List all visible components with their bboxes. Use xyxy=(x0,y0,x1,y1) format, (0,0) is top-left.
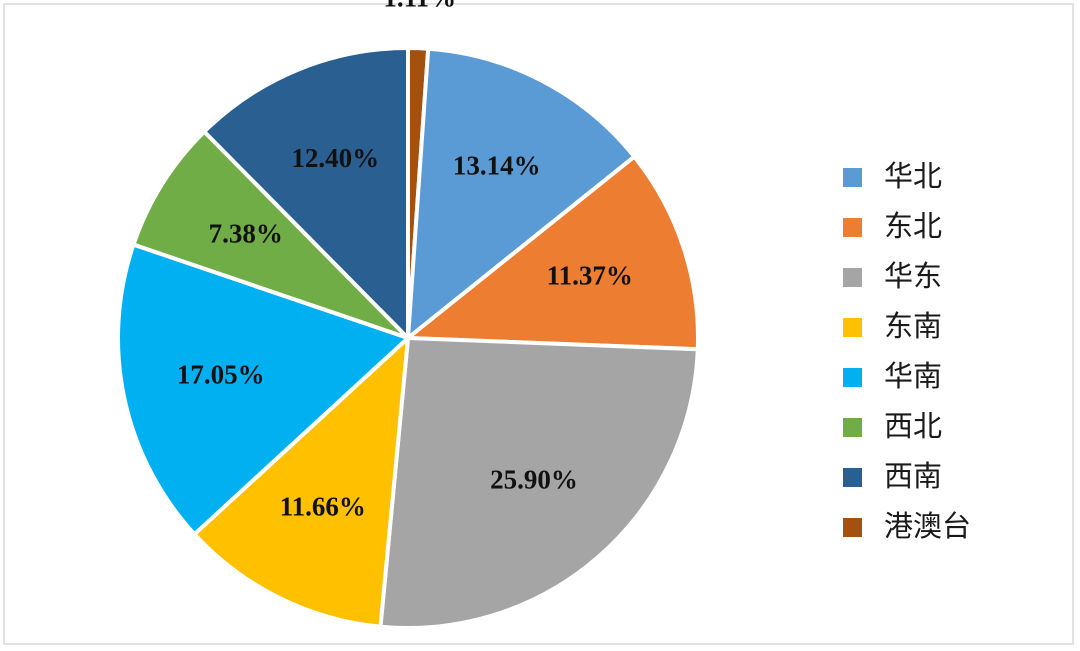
legend-swatch-icon xyxy=(843,517,862,537)
legend-swatch-icon xyxy=(843,417,862,437)
legend-item-label: 东南 xyxy=(884,310,943,343)
legend-swatch-icon xyxy=(843,367,862,387)
pie-slice[interactable] xyxy=(406,154,700,352)
legend-item[interactable]: 华东 xyxy=(843,252,1063,302)
legend-item[interactable]: 华南 xyxy=(843,352,1063,402)
legend-swatch-icon xyxy=(843,317,862,337)
legend-item[interactable]: 西南 xyxy=(843,452,1063,502)
legend-item-label: 港澳台 xyxy=(884,510,972,543)
slice-value-label: 1.11% xyxy=(383,0,456,12)
pie-slices xyxy=(116,45,700,631)
slice-value-label: 11.37% xyxy=(547,260,633,290)
legend-item[interactable]: 东北 xyxy=(843,202,1063,252)
slice-value-label: 17.05% xyxy=(177,360,265,390)
legend-item[interactable]: 华北 xyxy=(843,152,1063,202)
legend-item[interactable]: 港澳台 xyxy=(843,502,1063,552)
slice-value-label: 13.14% xyxy=(453,151,541,181)
legend-swatch-icon xyxy=(843,467,862,487)
legend-item[interactable]: 东南 xyxy=(843,302,1063,352)
legend-item-label: 东北 xyxy=(884,210,943,243)
legend-swatch-icon xyxy=(843,267,862,287)
legend-item-label: 西南 xyxy=(884,460,943,493)
legend-swatch-icon xyxy=(843,217,862,237)
slice-value-label: 25.90% xyxy=(490,464,578,494)
pie-slice-labels: 1.11% 13.14% 11.37% 25.90% 11.66% 17.05% 7.38%… xyxy=(177,0,633,522)
pie-slice[interactable] xyxy=(116,242,410,537)
legend-item-label: 华北 xyxy=(884,160,943,193)
slice-value-label: 11.66% xyxy=(280,492,366,522)
pie-slice[interactable] xyxy=(192,336,410,629)
pie-slice[interactable] xyxy=(131,129,410,340)
pie-slice[interactable] xyxy=(406,46,637,340)
legend-item-label: 西北 xyxy=(884,410,943,443)
legend-item-label: 华南 xyxy=(884,360,943,393)
slice-value-label: 12.40% xyxy=(291,143,379,173)
legend-item[interactable]: 西北 xyxy=(843,402,1063,452)
slice-value-label: 7.38% xyxy=(209,219,283,249)
pie-slice[interactable] xyxy=(378,336,700,631)
legend-item-label: 华东 xyxy=(884,260,943,293)
legend: 华北东北华东东南华南西北西南港澳台 xyxy=(843,152,1063,552)
legend-swatch-icon xyxy=(843,167,862,187)
pie-slice[interactable] xyxy=(202,46,410,340)
